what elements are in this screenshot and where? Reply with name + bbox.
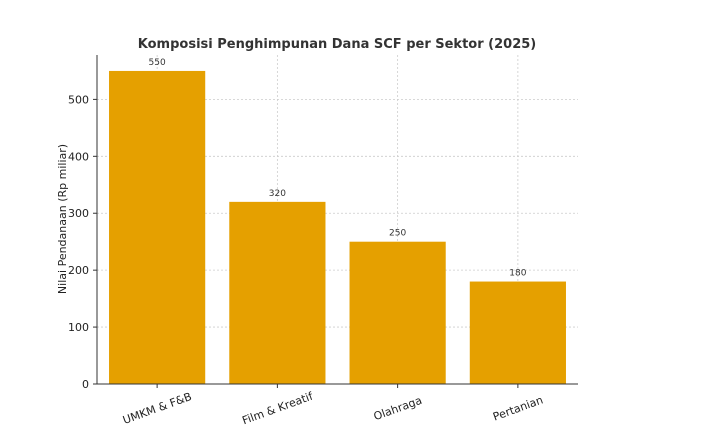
y-tick-label: 100 [68,321,89,334]
bar-value-label: 180 [509,269,526,279]
chart-title: Komposisi Penghimpunan Dana SCF per Sekt… [138,37,536,52]
x-tick-label: Film & Kreatif [240,389,315,427]
x-tick-label: UMKM & F&B [121,390,193,427]
bar [469,281,566,384]
bar-value-label: 250 [389,229,406,239]
y-tick-label: 300 [68,207,89,220]
x-axis-ticks: UMKM & F&B Film & Kreatif Olahraga Pertania… [121,384,545,427]
bar-value-label: 550 [149,58,166,68]
y-tick-label: 500 [68,93,89,106]
x-tick-label: Pertanian [491,393,545,423]
y-tick-label: 200 [68,264,89,277]
bar [229,201,326,384]
y-axis-ticks: 0 100 200 300 400 500 [68,93,97,391]
y-tick-label: 0 [82,378,89,391]
bar [349,241,446,384]
x-tick-label: Olahraga [372,394,424,423]
bar-value-label: 320 [269,189,286,199]
y-tick-label: 400 [68,150,89,163]
bars-group: 550 320 250 180 [109,58,566,384]
y-axis-title: Nilai Pendanaan (Rp miliar) [56,144,69,294]
bar [109,70,206,384]
